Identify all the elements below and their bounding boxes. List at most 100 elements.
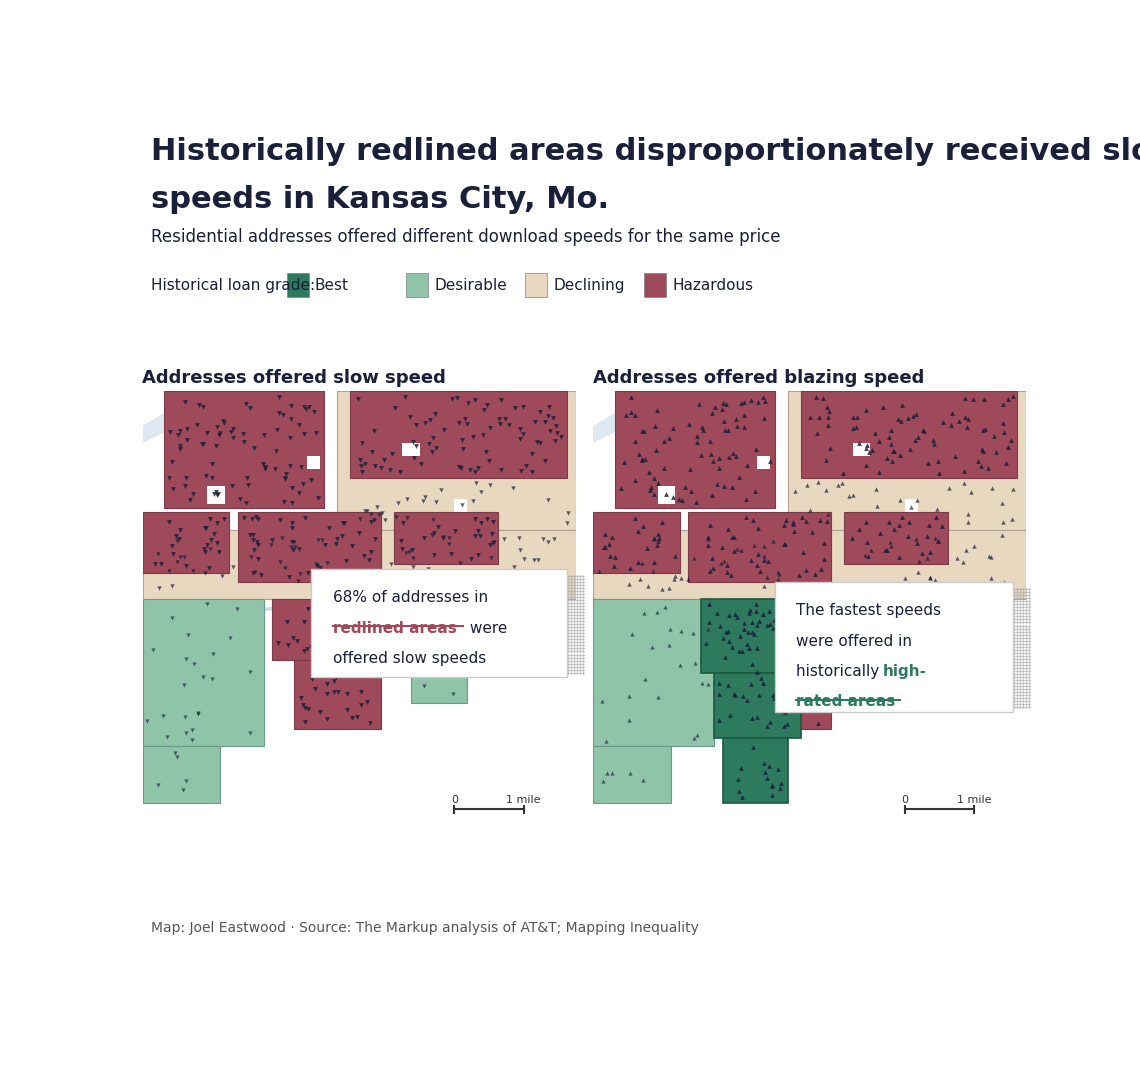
Point — [833, 672, 852, 689]
Point — [954, 554, 972, 571]
Point — [820, 402, 838, 419]
Point — [635, 604, 653, 621]
Point — [725, 542, 743, 559]
Point — [335, 612, 353, 630]
Point — [316, 622, 334, 639]
Point — [235, 510, 253, 527]
Point — [268, 421, 286, 439]
Point — [914, 423, 933, 440]
Polygon shape — [142, 746, 220, 802]
Point — [271, 511, 290, 528]
Point — [656, 459, 674, 476]
Point — [215, 511, 234, 528]
Point — [747, 482, 765, 499]
Point — [701, 432, 719, 449]
Point — [1002, 432, 1020, 449]
Point — [991, 576, 1009, 593]
Point — [801, 647, 820, 664]
Point — [177, 773, 195, 790]
Point — [179, 626, 197, 643]
Point — [475, 401, 494, 418]
Point — [314, 531, 332, 548]
Point — [797, 561, 815, 578]
Bar — [658, 487, 675, 504]
Point — [404, 433, 422, 450]
Point — [809, 474, 828, 491]
Point — [244, 531, 262, 548]
Point — [821, 440, 839, 457]
Point — [169, 427, 187, 444]
Point — [412, 456, 430, 473]
Point — [306, 680, 324, 697]
Point — [236, 395, 254, 412]
Polygon shape — [788, 392, 1026, 530]
Point — [506, 399, 524, 416]
Point — [921, 544, 939, 561]
Point — [644, 562, 662, 579]
Point — [793, 617, 812, 634]
Point — [863, 442, 881, 459]
Point — [282, 398, 300, 415]
Point — [978, 459, 996, 476]
Point — [994, 513, 1012, 530]
Point — [462, 551, 480, 568]
Point — [699, 620, 717, 637]
Point — [469, 523, 487, 540]
Point — [876, 602, 894, 619]
Point — [629, 523, 648, 540]
Point — [764, 532, 782, 550]
Point — [649, 604, 667, 621]
Point — [373, 505, 391, 522]
Point — [626, 510, 644, 527]
Point — [773, 674, 791, 691]
Point — [308, 637, 326, 654]
Point — [318, 675, 336, 692]
Point — [983, 570, 1001, 587]
Text: 0: 0 — [902, 795, 909, 805]
Point — [280, 568, 299, 585]
Point — [709, 674, 727, 691]
Point — [797, 654, 815, 671]
Point — [727, 609, 746, 626]
Point — [352, 697, 370, 714]
Point — [266, 460, 284, 477]
Point — [751, 562, 770, 579]
Point — [404, 550, 422, 567]
Point — [819, 416, 837, 433]
Point — [295, 614, 314, 631]
Point — [724, 445, 742, 462]
Point — [282, 411, 300, 428]
Point — [231, 491, 250, 508]
Point — [925, 435, 943, 452]
Point — [947, 550, 966, 567]
Point — [357, 456, 375, 473]
Point — [860, 444, 878, 461]
Point — [426, 494, 445, 511]
Polygon shape — [593, 512, 679, 573]
Point — [182, 721, 201, 738]
Point — [221, 424, 239, 441]
Point — [333, 527, 351, 544]
Point — [353, 463, 372, 480]
Point — [422, 577, 440, 594]
Polygon shape — [593, 599, 714, 746]
Point — [748, 617, 766, 634]
Point — [425, 525, 443, 542]
Point — [622, 625, 641, 642]
Point — [149, 546, 168, 563]
Point — [210, 427, 228, 444]
Point — [994, 396, 1012, 413]
Point — [660, 637, 678, 654]
Point — [283, 479, 301, 496]
Point — [891, 491, 910, 508]
Point — [684, 624, 702, 641]
Point — [424, 429, 442, 446]
Point — [464, 493, 482, 510]
Point — [657, 485, 675, 503]
Point — [309, 531, 327, 548]
Polygon shape — [142, 512, 229, 573]
Point — [299, 640, 317, 657]
Point — [196, 520, 214, 537]
Point — [832, 474, 850, 491]
Point — [466, 527, 484, 544]
